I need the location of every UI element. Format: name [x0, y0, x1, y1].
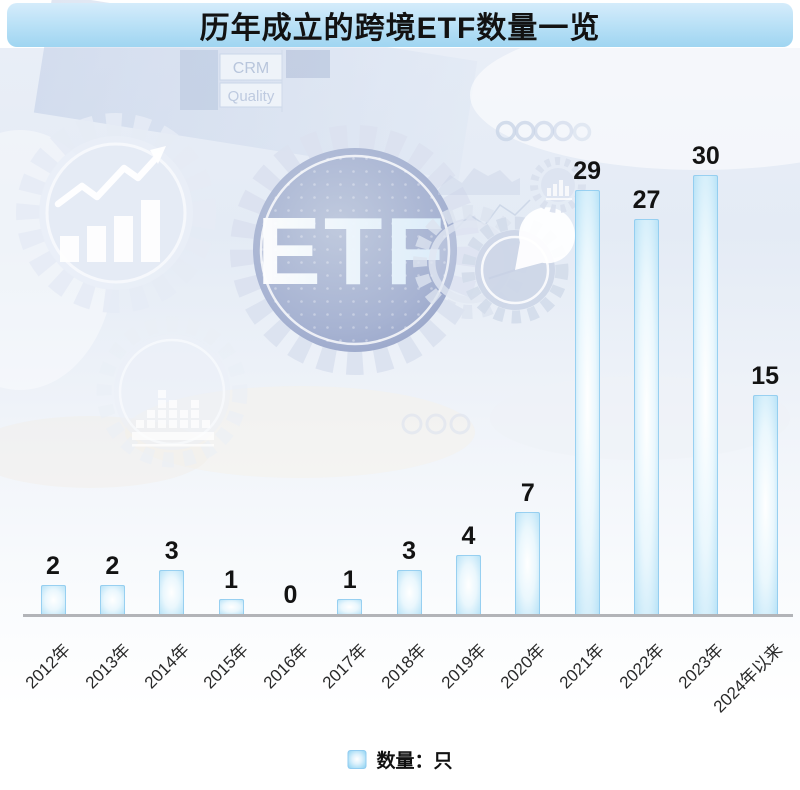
- x-axis-label: 2015年: [199, 640, 253, 693]
- x-axis-label: 2021年: [556, 640, 609, 693]
- chart-title-bar: 历年成立的跨境ETF数量一览: [7, 3, 793, 47]
- x-axis-label: 2012年: [21, 640, 75, 693]
- bar-value-label: 15: [751, 362, 780, 390]
- x-axis-label: 2019年: [437, 640, 490, 693]
- bar-value-label: 2: [105, 552, 120, 580]
- bar-value-label: 29: [573, 157, 602, 185]
- bar-value-label: 1: [342, 566, 357, 594]
- bar-2019年: [455, 555, 481, 614]
- x-axis-label: 2016年: [259, 640, 312, 693]
- bar-2021年: [574, 190, 600, 614]
- bar-2018年: [396, 570, 422, 614]
- bar-2017年: [337, 599, 363, 614]
- bar-value-label: 3: [402, 537, 417, 565]
- bar-2022年: [634, 219, 659, 614]
- x-axis-label: 2022年: [615, 640, 668, 693]
- x-axis-line: [23, 614, 793, 617]
- legend-swatch: [347, 750, 367, 769]
- x-axis-label: 2018年: [378, 640, 431, 693]
- legend-label: 数量：只: [376, 751, 453, 772]
- bar-value-label: 30: [691, 142, 720, 170]
- bar-value-label: 1: [224, 566, 238, 594]
- bar-2012年: [40, 585, 66, 614]
- bar-2015年: [218, 599, 244, 614]
- bar-2023年: [693, 175, 719, 614]
- bar-value-label: 7: [520, 479, 535, 507]
- x-axis-label: 2014年: [140, 640, 193, 693]
- bar-2013年: [99, 585, 125, 614]
- x-axis-label: 2020年: [496, 640, 549, 693]
- chart-title: 历年成立的跨境ETF数量一览: [199, 12, 601, 45]
- bar-2024年以来: [752, 395, 778, 614]
- bar-2020年: [515, 512, 541, 614]
- bar-value-label: 4: [461, 522, 476, 550]
- bar-2014年: [159, 570, 185, 614]
- x-axis-label: 2013年: [81, 640, 134, 693]
- bar-value-label: 0: [283, 581, 298, 609]
- bar-value-label: 27: [632, 186, 661, 214]
- bar-value-label: 2: [46, 552, 60, 580]
- bar-value-label: 3: [164, 537, 179, 565]
- legend: 数量：只: [347, 746, 453, 773]
- x-axis-label: 2017年: [318, 640, 371, 693]
